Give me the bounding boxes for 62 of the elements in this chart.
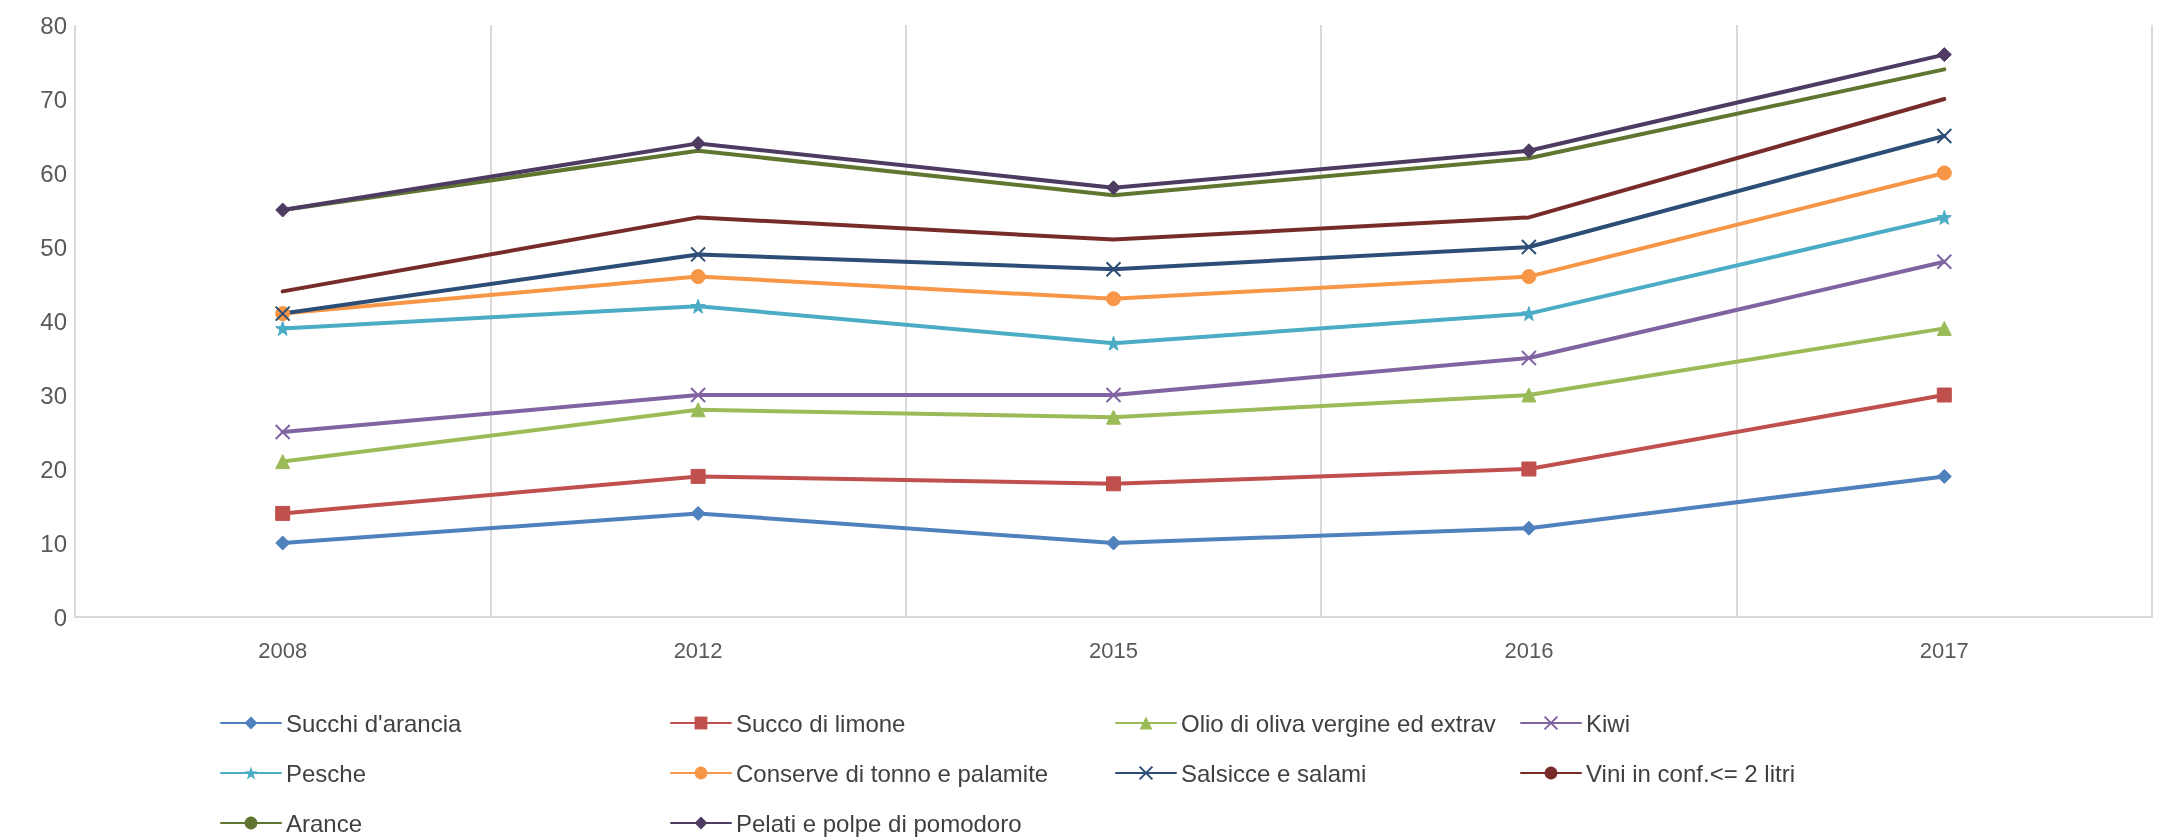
point — [275, 535, 291, 551]
point — [1520, 239, 1537, 255]
point — [690, 246, 707, 263]
point — [275, 202, 291, 218]
legend-label: Pesche — [286, 759, 367, 787]
legend-label: Kiwi — [1586, 709, 1631, 737]
point — [274, 424, 291, 440]
point — [1106, 409, 1121, 425]
point — [1106, 335, 1121, 351]
point — [1106, 180, 1121, 196]
x-tick-label: 2012 — [673, 637, 723, 663]
point — [1936, 468, 1952, 484]
x-tick-label: 2017 — [1919, 637, 1969, 663]
legend-label: Vini in conf.<= 2 litri — [1586, 759, 1796, 787]
y-tick-label: 50 — [40, 233, 67, 261]
point — [1105, 261, 1122, 278]
x-tick-label: 2016 — [1504, 637, 1554, 663]
legend-label: Conserve di tonno e palamite — [736, 759, 1049, 787]
legend-label: Arance — [286, 809, 363, 837]
point — [690, 402, 706, 418]
point — [275, 505, 291, 521]
point — [690, 298, 706, 314]
legend-label: Salsicce e salami — [1181, 759, 1367, 787]
point — [690, 269, 706, 285]
x-tick-label: 2008 — [258, 637, 308, 663]
point — [690, 468, 706, 484]
point — [275, 320, 291, 336]
legend-label: Pelati e polpe di pomodoro — [736, 809, 1022, 837]
y-tick-label: 60 — [40, 159, 67, 187]
legend-label: Olio di oliva vergine ed extrav — [1181, 709, 1496, 737]
point — [1936, 387, 1952, 403]
point — [1106, 291, 1121, 307]
y-tick-label: 80 — [40, 11, 67, 39]
point — [1936, 128, 1953, 144]
point — [1936, 253, 1953, 270]
x-tick-label: 2015 — [1089, 637, 1138, 663]
point — [1521, 461, 1537, 477]
point — [275, 454, 291, 470]
point — [1936, 209, 1952, 225]
y-tick-label: 20 — [40, 455, 67, 483]
y-tick-label: 10 — [40, 529, 67, 557]
point — [1936, 165, 1952, 181]
y-tick-label: 30 — [40, 381, 67, 409]
point — [1105, 387, 1122, 403]
point — [1106, 535, 1121, 551]
point — [1520, 350, 1537, 366]
point — [1521, 269, 1537, 285]
point — [1521, 387, 1537, 403]
legend-label: Succhi d'arancia — [286, 709, 462, 737]
point — [690, 135, 706, 151]
point — [1106, 476, 1121, 492]
line-series — [280, 97, 1947, 294]
y-tick-label: 40 — [40, 307, 67, 335]
point — [1936, 320, 1952, 336]
point — [1521, 143, 1537, 159]
point — [1936, 47, 1952, 63]
point — [690, 505, 706, 521]
y-tick-label: 70 — [40, 85, 67, 113]
point — [1521, 520, 1537, 536]
y-tick-label: 0 — [53, 603, 67, 631]
legend-label: Succo di limone — [736, 709, 906, 737]
point — [690, 387, 707, 403]
